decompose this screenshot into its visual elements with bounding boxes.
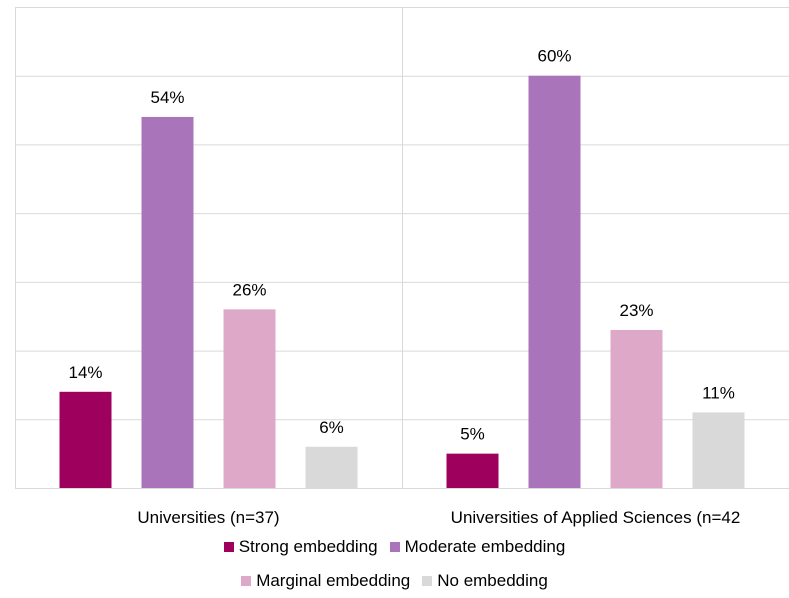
bar bbox=[446, 453, 499, 488]
bar bbox=[528, 75, 581, 488]
legend-swatch-moderate bbox=[389, 542, 400, 552]
bars bbox=[59, 75, 745, 488]
legend-row-1: Strong embedding Moderate embedding bbox=[0, 537, 789, 557]
legend-swatch-marginal bbox=[241, 576, 252, 586]
bar bbox=[692, 412, 745, 488]
bar bbox=[223, 309, 276, 488]
data-label: 60% bbox=[537, 47, 571, 66]
category-labels: Universities (n=37) Universities of Appli… bbox=[137, 508, 740, 527]
bar bbox=[59, 391, 112, 488]
data-label: 6% bbox=[319, 418, 344, 437]
legend-item-strong: Strong embedding bbox=[223, 537, 378, 557]
bar bbox=[305, 446, 358, 488]
data-label: 54% bbox=[150, 88, 184, 107]
category-label: Universities (n=37) bbox=[137, 508, 279, 527]
category-label: Universities of Applied Sciences (n=42 bbox=[451, 508, 741, 527]
legend-item-marginal: Marginal embedding bbox=[241, 571, 410, 591]
legend-item-moderate: Moderate embedding bbox=[389, 537, 566, 557]
data-label: 14% bbox=[68, 363, 102, 382]
legend-swatch-strong bbox=[223, 542, 234, 552]
legend-label-marginal: Marginal embedding bbox=[256, 571, 411, 590]
legend-item-none: No embedding bbox=[422, 571, 548, 591]
data-label: 26% bbox=[232, 280, 266, 299]
data-label: 23% bbox=[619, 301, 653, 320]
legend-label-none: No embedding bbox=[437, 571, 548, 590]
legend-label-strong: Strong embedding bbox=[238, 537, 378, 556]
bar-chart: 14% 54% 26% 6% 5% 60% 23% 11% Universities (n=3… bbox=[15, 7, 789, 527]
legend-label-moderate: Moderate embedding bbox=[404, 537, 566, 556]
gridlines bbox=[15, 7, 789, 489]
bar bbox=[610, 329, 663, 488]
data-label: 5% bbox=[460, 425, 485, 444]
bar bbox=[141, 116, 194, 488]
data-label: 11% bbox=[702, 383, 735, 402]
legend-row-2: Marginal embedding No embedding bbox=[0, 571, 789, 591]
legend-swatch-none bbox=[422, 576, 433, 586]
data-labels: 14% 54% 26% 6% 5% 60% 23% 11% bbox=[68, 47, 734, 444]
